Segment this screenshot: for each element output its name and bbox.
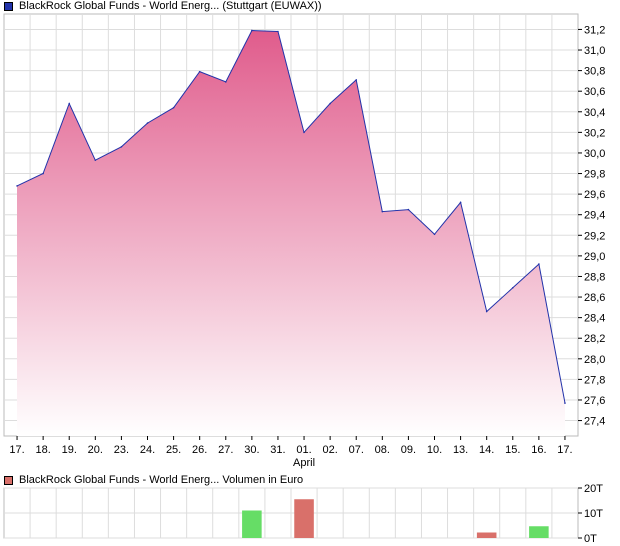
volume-y-tick-label: 10T (584, 508, 603, 520)
price-x-tick-label: 24. (140, 444, 155, 456)
volume-legend-swatch (4, 475, 13, 485)
price-x-tick-label: 01. (296, 444, 311, 456)
price-point (277, 30, 279, 33)
price-area (16, 29, 566, 436)
volume-legend: BlackRock Global Funds - World Energ... … (4, 474, 303, 486)
price-x-tick-label: 07. (349, 444, 364, 456)
volume-bars (242, 499, 549, 538)
price-y-tick-label: 28,4 (584, 313, 605, 325)
price-y-tick-label: 28,0 (584, 354, 605, 366)
price-y-tick-label: 28,8 (584, 271, 605, 283)
price-x-axis: 17. 18. 19. 20. 23. 24. 25. 26. 27. 30. 31. 01.Apri… (9, 436, 573, 469)
price-x-tick-label: 17. (9, 444, 24, 456)
price-x-tick-label: 26. (192, 444, 207, 456)
price-x-tick-label: 13. (453, 444, 468, 456)
price-y-tick-label: 29,4 (584, 210, 605, 222)
price-y-tick-label: 28,2 (584, 333, 605, 345)
price-y-tick-label: 27,4 (584, 416, 605, 428)
price-x-tick-label: 27. (218, 444, 233, 456)
price-line (16, 29, 566, 404)
price-x-tick-label: 23. (114, 444, 129, 456)
price-y-axis: 27,4 27,6 27,8 28,0 28,2 28,4 28,6 28,8 29,0 29,2… (578, 24, 605, 428)
price-x-tick-label: 09. (401, 444, 416, 456)
volume-legend-label: BlackRock Global Funds - World Energ... … (19, 474, 304, 486)
price-y-tick-label: 27,8 (584, 374, 605, 386)
price-y-tick-label: 30,8 (584, 66, 605, 78)
price-point (251, 29, 253, 32)
price-point (459, 201, 462, 204)
price-point (68, 102, 71, 105)
price-x-tick-label: 16. (531, 444, 546, 456)
price-y-tick-label: 31,0 (584, 45, 605, 57)
price-area-fill (17, 30, 565, 436)
price-y-tick-label: 30,2 (584, 127, 605, 139)
price-point (146, 122, 149, 124)
price-point (564, 402, 566, 404)
price-y-tick-label: 30,0 (584, 148, 605, 160)
price-x-tick-label: 18. (35, 444, 50, 456)
price-point (120, 145, 123, 148)
volume-bar (242, 510, 262, 538)
price-x-tick-label: 31. (270, 444, 285, 456)
price-point (94, 159, 97, 161)
price-y-tick-label: 29,2 (584, 230, 605, 242)
price-y-tick-label: 28,6 (584, 292, 605, 304)
price-point (485, 310, 488, 313)
price-x-tick-label: 15. (505, 444, 520, 456)
price-legend-label: BlackRock Global Funds - World Energ... … (19, 0, 322, 12)
volume-y-tick-label: 0T (584, 533, 597, 545)
price-x-month-label: April (293, 457, 315, 469)
price-x-tick-label: 17. (557, 444, 572, 456)
price-point (433, 233, 436, 236)
price-point (172, 106, 175, 109)
volume-bar (476, 532, 497, 538)
price-point (303, 131, 305, 134)
price-y-tick-label: 30,4 (584, 107, 605, 119)
price-point (42, 172, 44, 175)
price-y-tick-label: 29,0 (584, 251, 605, 263)
price-point (538, 263, 540, 265)
price-y-tick-label: 30,6 (584, 86, 605, 98)
price-point (381, 210, 384, 213)
price-point (224, 81, 227, 83)
price-y-tick-label: 27,6 (584, 395, 605, 407)
price-x-tick-label: 02. (322, 444, 337, 456)
price-legend-swatch (4, 1, 13, 11)
volume-bar (529, 526, 549, 538)
price-point (329, 102, 331, 105)
price-x-tick-label: 25. (166, 444, 181, 456)
price-legend: BlackRock Global Funds - World Energ... … (4, 0, 322, 12)
price-point (198, 70, 201, 73)
price-x-tick-label: 14. (479, 444, 494, 456)
price-x-tick-label: 10. (427, 444, 442, 456)
volume-bar (294, 499, 314, 538)
volume-grid (3, 487, 579, 539)
price-x-tick-label: 08. (375, 444, 390, 456)
price-y-tick-label: 29,6 (584, 189, 605, 201)
price-point (16, 185, 18, 187)
price-y-tick-label: 31,2 (584, 24, 605, 36)
price-point (511, 286, 514, 289)
price-x-tick-label: 20. (88, 444, 103, 456)
price-point (407, 208, 410, 211)
volume-y-axis: 0T 10T 20T (578, 483, 603, 545)
price-x-tick-label: 30. (244, 444, 259, 456)
price-point (355, 79, 358, 81)
price-x-tick-label: 19. (62, 444, 77, 456)
price-y-tick-label: 29,8 (584, 169, 605, 181)
volume-y-tick-label: 20T (584, 483, 603, 495)
